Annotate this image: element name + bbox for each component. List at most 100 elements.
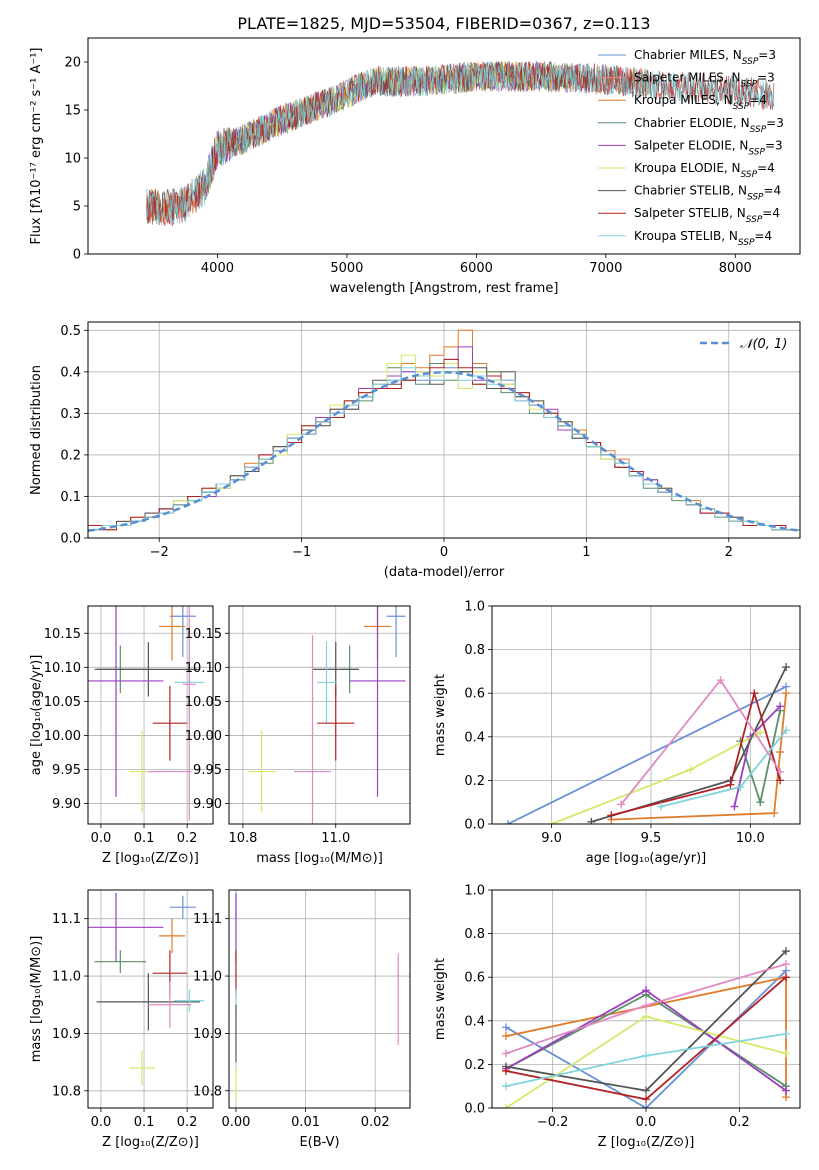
- plus-marker: [782, 689, 791, 698]
- y-axis-label: mass weight: [433, 674, 448, 756]
- y-tick-label: 0.2: [60, 448, 81, 463]
- y-tick-label: 0.4: [60, 365, 81, 380]
- x-tick-label: 6000: [460, 261, 493, 276]
- x-axis-label: E(B-V): [299, 1135, 339, 1150]
- x-tick-label: 10.8: [228, 831, 257, 846]
- y-tick-label: 10.10: [44, 661, 81, 676]
- y-axis-label: Normed distribution: [29, 365, 44, 495]
- y-tick-label: 11.1: [52, 912, 81, 927]
- y-tick-label: 0.2: [464, 774, 485, 789]
- plus-marker: [502, 1066, 510, 1075]
- panel-z_vs_massweight: −0.2 0.0 0.2 0.0 0.2 0.4 0.6 0.8 1.0 Z [log₁₀(Z/Z…: [433, 884, 801, 1150]
- x-axis-label: mass [log₁₀(M/M⊙)]: [256, 851, 383, 866]
- plus-marker: [642, 986, 650, 995]
- y-tick-label: 0.4: [464, 1014, 485, 1029]
- x-tick-label: 0.2: [177, 831, 198, 846]
- y-tick-label: 0.0: [464, 818, 485, 833]
- y-axis-label: mass weight: [433, 958, 448, 1040]
- plus-marker: [502, 1049, 510, 1058]
- series-line: [505, 970, 787, 1108]
- x-tick-label: −2: [150, 545, 169, 560]
- x-axis-label: Z [log₁₀(Z/Z⊙)]: [598, 1135, 695, 1150]
- plus-marker: [776, 702, 785, 711]
- panel-mass_vs_age: 10.8 11.0 9.90 9.95 10.00 10.05 10.10 10.15 mass…: [185, 605, 411, 866]
- y-tick-label: 10.8: [193, 1084, 222, 1099]
- plus-marker: [770, 809, 779, 818]
- x-axis-label: age [log₁₀(age/yr)]: [586, 851, 707, 866]
- y-axis-label: Flux [fλ10⁻¹⁷ erg cm⁻² s⁻¹ A⁻¹]: [29, 48, 44, 245]
- y-tick-label: 9.95: [193, 763, 222, 778]
- panel-residuals: −2 −1 0 1 2 0.0 0.1 0.2 0.3 0.4 0.5 (data-model)/er…: [29, 321, 801, 580]
- x-tick-label: 0.00: [221, 1115, 250, 1130]
- series-line: [610, 689, 781, 817]
- legend-entry: Salpeter STELIB, NSSP=4: [634, 206, 780, 225]
- figure-title: PLATE=1825, MJD=53504, FIBERID=0367, z=0…: [237, 14, 650, 33]
- legend-suffix: =4: [764, 184, 782, 198]
- plot-area: [503, 663, 791, 824]
- x-tick-label: 0.01: [291, 1115, 320, 1130]
- plus-marker: [756, 798, 765, 807]
- axes-frame: [87, 37, 801, 255]
- y-tick-label: 0.0: [60, 532, 81, 547]
- y-tick-label: 10.8: [52, 1084, 81, 1099]
- legend-suffix: =3: [758, 48, 776, 62]
- x-tick-label: −1: [292, 545, 311, 560]
- plus-marker: [782, 960, 790, 969]
- plus-marker: [503, 820, 512, 824]
- panel-z_vs_age: 0.0 0.1 0.2 9.90 9.95 10.00 10.05 10.10 10.15 Z […: [29, 605, 214, 866]
- x-tick-label: 1: [582, 545, 590, 560]
- plus-marker: [782, 1049, 790, 1058]
- x-tick-label: 5000: [330, 261, 363, 276]
- legend-suffix: =3: [757, 71, 775, 85]
- legend-subscript: SSP: [747, 193, 764, 203]
- legend-entry: 𝒩(0, 1): [740, 337, 787, 352]
- y-tick-label: 0.3: [60, 407, 81, 422]
- plus-marker: [776, 767, 785, 776]
- y-tick-label: 10: [64, 152, 81, 167]
- x-tick-label: 11.0: [321, 831, 350, 846]
- plus-marker: [750, 689, 759, 698]
- plus-marker: [502, 1082, 510, 1091]
- panel-spectrum: 4000 5000 6000 7000 8000 0 5 10 15 20 wavelength […: [29, 37, 801, 296]
- y-tick-label: 0.8: [464, 643, 485, 658]
- axes-frame: [87, 889, 214, 1109]
- legend-entry: Chabrier STELIB, NSSP=4: [634, 184, 781, 203]
- x-tick-label: 9.5: [641, 831, 662, 846]
- y-tick-label: 10.15: [185, 627, 222, 642]
- x-tick-label: 0.0: [91, 1115, 112, 1130]
- plus-marker: [782, 726, 791, 735]
- x-tick-label: 0.2: [729, 1115, 750, 1130]
- plus-marker: [782, 1029, 790, 1038]
- y-tick-label: 9.90: [193, 797, 222, 812]
- plus-marker: [587, 817, 596, 824]
- plus-marker: [642, 1012, 650, 1021]
- plus-marker: [502, 1023, 510, 1032]
- x-tick-label: 0.2: [177, 1115, 198, 1130]
- y-tick-label: 11.0: [52, 970, 81, 985]
- axes-frame: [491, 605, 801, 825]
- legend-subscript: SSP: [746, 215, 763, 225]
- plus-marker: [617, 800, 626, 809]
- y-tick-label: 10.9: [193, 1027, 222, 1042]
- plot-area: [88, 329, 800, 532]
- x-axis-label: Z [log₁₀(Z/Z⊙)]: [102, 851, 199, 866]
- legend-subscript: SSP: [750, 125, 767, 135]
- plus-marker: [730, 802, 739, 811]
- legend-subscript: SSP: [738, 238, 755, 248]
- legend-suffix: =4: [757, 161, 775, 175]
- plus-marker: [502, 1104, 510, 1108]
- legend-suffix: =3: [766, 116, 784, 130]
- plus-marker: [642, 1001, 650, 1010]
- plot-area: [502, 947, 790, 1108]
- legend-entry: Kroupa STELIB, NSSP=4: [634, 229, 772, 248]
- y-tick-label: 0.1: [60, 490, 81, 505]
- plus-marker: [756, 728, 765, 737]
- legend-entry: Salpeter ELODIE, NSSP=3: [634, 138, 783, 157]
- x-tick-label: 0: [440, 545, 448, 560]
- x-tick-label: 2: [725, 545, 733, 560]
- residual-legend: 𝒩(0, 1): [700, 337, 787, 352]
- x-tick-label: 10.0: [736, 831, 765, 846]
- legend-entry: Kroupa MILES, NSSP=4: [634, 93, 767, 112]
